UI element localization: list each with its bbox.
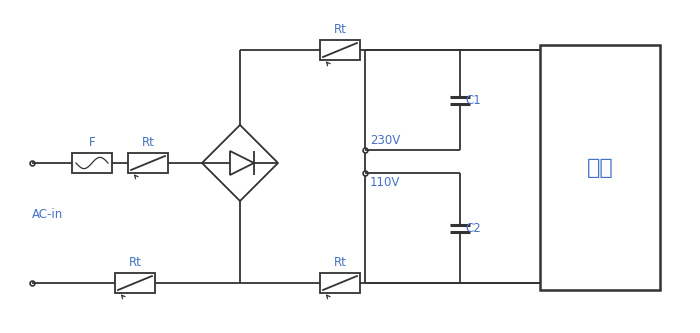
Bar (320, 40, 360, 60)
Text: 负载: 负载 (587, 158, 613, 177)
Text: C1: C1 (465, 94, 481, 107)
Text: Rt: Rt (129, 256, 141, 269)
Text: AC-in: AC-in (32, 208, 63, 221)
Text: 110V: 110V (370, 176, 400, 189)
Bar (540, 45, 660, 290)
Bar (72, 153, 112, 173)
Bar (320, 273, 360, 293)
Text: 230V: 230V (370, 134, 400, 147)
Bar (115, 273, 155, 293)
Text: Rt: Rt (334, 23, 346, 36)
Bar (128, 153, 168, 173)
Text: C2: C2 (465, 221, 481, 234)
Text: Rt: Rt (141, 136, 155, 149)
Text: Rt: Rt (334, 256, 346, 269)
Text: F: F (89, 136, 95, 149)
